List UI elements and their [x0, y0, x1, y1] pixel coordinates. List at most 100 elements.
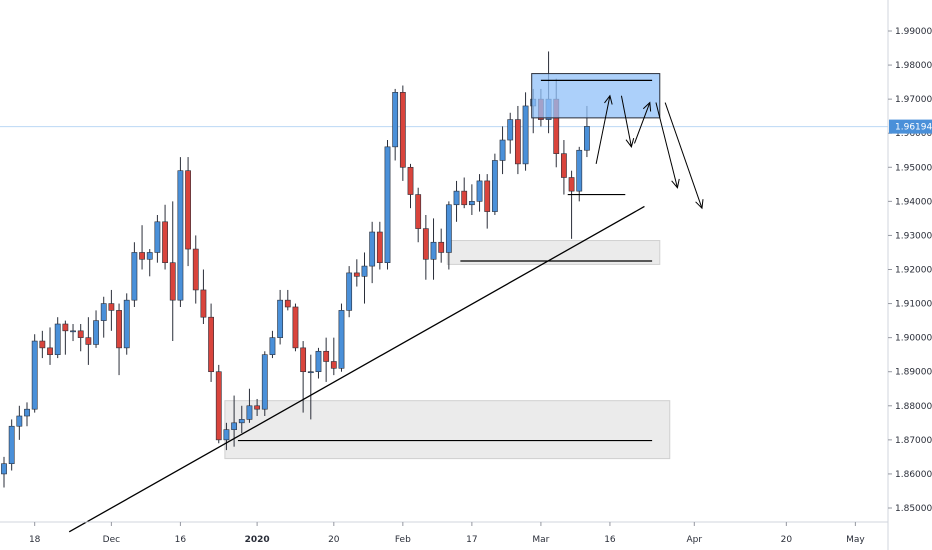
x-tick-label: 16: [175, 535, 187, 545]
candle: [453, 180, 460, 222]
candle-body: [415, 194, 422, 229]
arrow-head: [625, 138, 635, 148]
candle: [139, 225, 145, 270]
candle: [576, 146, 583, 202]
candle-body: [438, 241, 445, 253]
candle-body: [116, 310, 122, 349]
candle: [300, 341, 307, 413]
candle: [77, 324, 84, 352]
projection-arrow: [655, 102, 680, 189]
candle: [146, 249, 153, 277]
candle: [192, 235, 199, 304]
y-tick-label: 1.93000: [895, 231, 932, 241]
candle: [468, 184, 475, 215]
candle: [116, 303, 122, 376]
candle-body: [476, 180, 483, 202]
candle: [215, 364, 222, 444]
x-tick-label: Feb: [395, 535, 411, 545]
candle: [177, 157, 184, 307]
candle-body: [162, 221, 168, 263]
candle-body: [561, 153, 567, 178]
candle: [353, 259, 360, 287]
y-tick-label: 1.97000: [895, 95, 932, 105]
candle-body: [254, 405, 261, 410]
candle-body: [277, 299, 284, 338]
candle-body: [177, 170, 184, 301]
candle: [445, 201, 452, 270]
candle: [31, 334, 38, 413]
y-tick-label: 1.88000: [895, 402, 932, 412]
y-tick-label: 1.91000: [895, 300, 932, 310]
candle: [338, 303, 345, 372]
x-tick-label: 20: [781, 535, 793, 545]
x-tick-label: 18: [29, 535, 41, 545]
candle: [39, 330, 46, 359]
candle-body: [31, 340, 38, 410]
candle: [484, 174, 491, 229]
candle-body: [24, 408, 30, 417]
y-tick-label: 1.89000: [895, 368, 932, 378]
candle: [154, 214, 161, 263]
candle: [392, 88, 399, 161]
y-tick-label: 1.92000: [895, 266, 932, 276]
candle: [238, 405, 245, 434]
candle: [8, 419, 15, 471]
candle: [269, 330, 276, 359]
candle-body: [208, 316, 214, 373]
candle: [461, 177, 468, 209]
y-tick-label: 1.98000: [895, 61, 932, 71]
candle: [16, 405, 23, 440]
candle: [62, 320, 69, 355]
candle-body: [461, 190, 468, 206]
candle-body: [131, 252, 138, 301]
projection-arrow: [664, 102, 704, 210]
candle: [323, 337, 330, 382]
candle: [292, 303, 299, 352]
candle-body: [491, 160, 498, 212]
x-tick-label: 20: [328, 535, 340, 545]
candle-body: [453, 190, 460, 206]
candle: [384, 140, 391, 270]
trend-line: [68, 205, 645, 533]
candle: [307, 354, 314, 420]
candle-body: [77, 330, 84, 338]
chart-drawings: [68, 73, 704, 533]
candle: [491, 153, 498, 215]
candle-body: [484, 180, 491, 212]
candle: [254, 398, 261, 417]
arrow-shaft: [634, 102, 651, 144]
candle-body: [231, 422, 237, 430]
candle-body: [499, 139, 506, 161]
candle-body: [330, 361, 337, 369]
arrow-shaft: [664, 102, 703, 209]
candle: [422, 214, 429, 280]
candle: [246, 388, 253, 423]
candle-body: [384, 146, 391, 263]
y-tick-label: 1.99000: [895, 27, 932, 37]
y-tick-label: 1.85000: [895, 504, 932, 514]
candle-body: [16, 415, 23, 427]
x-tick-label: Dec: [103, 535, 120, 545]
candle: [162, 204, 168, 270]
projection-arrow: [595, 94, 613, 164]
candle: [361, 252, 368, 304]
candle: [208, 303, 214, 382]
candle: [200, 269, 207, 325]
candle-body: [584, 126, 590, 151]
candle: [346, 266, 353, 318]
chart-zones: [0, 126, 888, 460]
candle: [261, 351, 268, 417]
x-tick-label: 17: [466, 535, 477, 545]
candle: [54, 317, 61, 359]
candle-body: [215, 371, 222, 441]
y-tick-label: 1.90000: [895, 334, 932, 344]
candle-body: [468, 201, 475, 206]
candle: [399, 85, 406, 181]
candle-body: [522, 105, 529, 165]
candlestick-series: [1, 51, 590, 488]
candle-body: [154, 221, 161, 253]
candle-body: [445, 204, 452, 253]
candle-body: [323, 350, 330, 362]
last-price-label: 1.96194: [895, 123, 932, 133]
